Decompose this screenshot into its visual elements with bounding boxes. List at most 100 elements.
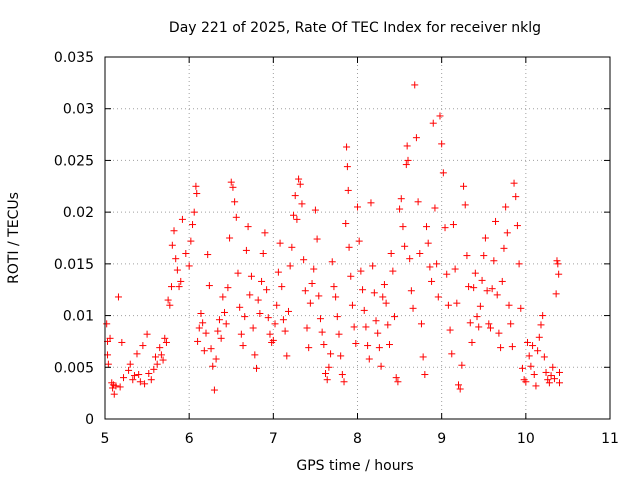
data-point [114, 293, 122, 301]
data-point [532, 382, 540, 390]
data-point [253, 364, 260, 372]
data-point [455, 381, 462, 389]
data-point [296, 180, 304, 188]
data-point [332, 293, 340, 301]
data-point [500, 244, 508, 252]
data-point [237, 330, 245, 338]
data-point [471, 269, 479, 277]
data-point [254, 296, 262, 304]
data-point [178, 215, 186, 223]
data-point [239, 342, 247, 350]
x-tick-label: 9 [437, 431, 446, 447]
data-point [460, 182, 468, 190]
data-point [485, 320, 493, 328]
data-point [446, 326, 454, 334]
data-point [330, 283, 338, 291]
data-point [136, 378, 144, 386]
data-point [185, 262, 193, 270]
data-point [139, 342, 147, 350]
data-point [217, 334, 225, 342]
data-point [106, 334, 114, 342]
data-point [279, 316, 287, 324]
data-point [403, 142, 411, 150]
data-point [168, 241, 176, 249]
data-point [200, 347, 208, 355]
data-point [556, 368, 563, 376]
data-point [167, 283, 175, 291]
data-point [112, 382, 120, 390]
data-point [173, 266, 181, 274]
data-point [157, 351, 165, 359]
data-point [369, 262, 377, 270]
data-point [207, 345, 215, 353]
data-point [325, 363, 333, 371]
data-point [156, 344, 164, 352]
data-point [476, 302, 484, 310]
data-point [547, 372, 555, 380]
data-point [224, 284, 232, 292]
data-point [502, 203, 510, 211]
data-point [539, 312, 547, 320]
data-point [367, 199, 375, 207]
data-point [409, 304, 417, 312]
y-tick-label: 0.025 [54, 153, 94, 169]
data-point [164, 296, 172, 304]
x-tick-label: 10 [517, 431, 535, 447]
data-point [406, 255, 414, 263]
data-point [210, 386, 218, 394]
data-point [338, 371, 346, 379]
data-point [323, 376, 331, 384]
data-point [396, 205, 404, 213]
data-point [308, 280, 316, 288]
data-point [175, 283, 183, 291]
data-point [522, 378, 530, 386]
data-point [433, 260, 441, 268]
data-point [298, 200, 306, 208]
data-points [103, 81, 563, 398]
data-point [372, 317, 380, 325]
data-point [374, 329, 382, 337]
axis-ticks [104, 56, 611, 420]
data-point [510, 179, 518, 187]
y-tick-label: 0.015 [54, 257, 94, 273]
data-point [290, 211, 298, 219]
data-point [187, 237, 195, 245]
data-point [153, 360, 161, 368]
data-point [244, 223, 252, 231]
data-point [556, 379, 563, 387]
data-point [525, 352, 533, 360]
data-point [249, 324, 257, 332]
data-point [259, 250, 267, 258]
data-point [424, 239, 432, 247]
data-point [310, 265, 318, 273]
data-point [529, 342, 537, 350]
data-point [283, 352, 291, 360]
data-point [133, 350, 141, 358]
data-point [537, 321, 545, 329]
data-point [313, 235, 321, 243]
data-point [226, 234, 234, 242]
data-point [229, 183, 237, 191]
data-point [362, 323, 370, 331]
data-point [103, 320, 111, 328]
data-point [182, 250, 190, 258]
data-point [475, 323, 483, 331]
data-point [468, 338, 476, 346]
data-point [439, 169, 447, 177]
chart-title: Day 221 of 2025, Rate Of TEC Index for r… [169, 20, 541, 36]
data-point [120, 374, 128, 382]
data-point [116, 383, 124, 391]
data-point [135, 371, 143, 379]
data-point [295, 175, 303, 183]
data-point [417, 320, 425, 328]
data-point [518, 364, 526, 372]
y-tick-label: 0.03 [63, 102, 94, 118]
y-tick-label: 0.02 [63, 205, 94, 221]
data-point [273, 301, 281, 309]
data-point [152, 353, 159, 361]
data-point [166, 301, 174, 309]
data-point [141, 380, 149, 388]
data-point [145, 369, 153, 377]
